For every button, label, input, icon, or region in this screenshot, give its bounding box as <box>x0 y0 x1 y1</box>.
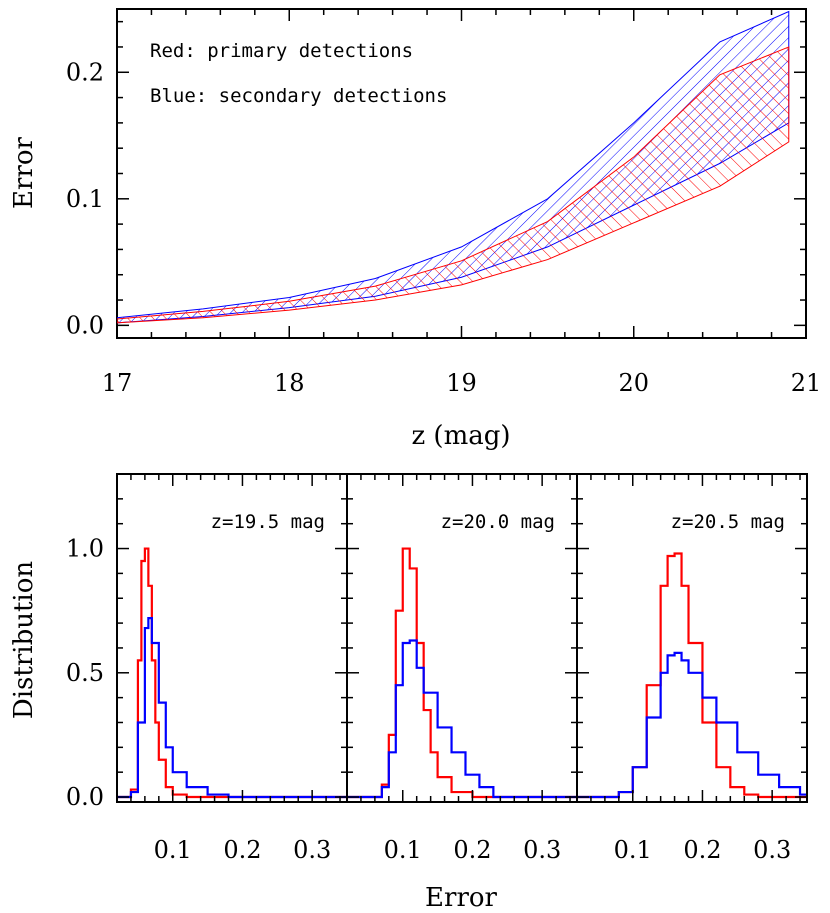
y-tick-label: 0.5 <box>66 659 104 687</box>
panel-title: z=19.5 mag <box>211 511 325 533</box>
annotation-primary: Red: primary detections <box>150 40 413 62</box>
x-tick-label: 20 <box>618 369 649 397</box>
distribution-plots: 0.1 0.2 0.3 0.0 0.5 1.0 z=19.5 mag 0.1 0.2 0.3 z=2… <box>9 473 808 913</box>
x-tick-label: 0.1 <box>614 836 652 864</box>
distribution-panel-2: 0.1 0.2 0.3 z=20.0 mag <box>346 473 578 864</box>
y-tick-label: 0.1 <box>66 185 104 213</box>
x-axis-title: z (mag) <box>411 421 510 451</box>
primary-histogram <box>347 547 577 799</box>
x-tick-label: 0.3 <box>523 836 561 864</box>
x-tick-label: 0.3 <box>293 836 331 864</box>
distribution-panel-3: 0.1 0.2 0.3 z=20.5 mag <box>576 473 808 864</box>
x-tick-label: 21 <box>791 369 822 397</box>
x-tick-label: 0.2 <box>683 836 721 864</box>
x-tick-label: 0.3 <box>753 836 791 864</box>
y-tick-label: 0.0 <box>66 311 104 339</box>
x-tick-label: 0.1 <box>384 836 422 864</box>
y-tick-label: 0.0 <box>66 783 104 811</box>
secondary-histogram <box>347 639 577 799</box>
primary-histogram <box>117 547 347 799</box>
distribution-panel-1: 0.1 0.2 0.3 0.0 0.5 1.0 z=19.5 mag <box>66 473 348 864</box>
y-tick-label: 0.2 <box>66 58 104 86</box>
annotation-secondary: Blue: secondary detections <box>150 85 447 107</box>
panel-title: z=20.5 mag <box>671 511 785 533</box>
secondary-histogram <box>577 651 807 799</box>
bottom-x-axis-title: Error <box>425 883 497 913</box>
x-tick-label: 18 <box>274 369 305 397</box>
bottom-y-axis-title: Distribution <box>9 561 39 720</box>
x-tick-label: 19 <box>446 369 477 397</box>
secondary-histogram <box>117 617 347 799</box>
error-bands-plot: 17 18 19 20 21 0.0 0.1 0.2 Red: primary detecti… <box>9 8 822 451</box>
panel-title: z=20.0 mag <box>441 511 555 533</box>
panel-frame <box>576 473 808 803</box>
x-tick-label: 0.2 <box>453 836 491 864</box>
x-tick-label: 0.1 <box>154 836 192 864</box>
x-tick-label: 17 <box>102 369 133 397</box>
y-axis-title: Error <box>9 136 39 208</box>
x-tick-label: 0.2 <box>223 836 261 864</box>
error-band-1 <box>117 46 790 324</box>
primary-histogram <box>577 552 807 799</box>
y-tick-label: 1.0 <box>66 535 104 563</box>
